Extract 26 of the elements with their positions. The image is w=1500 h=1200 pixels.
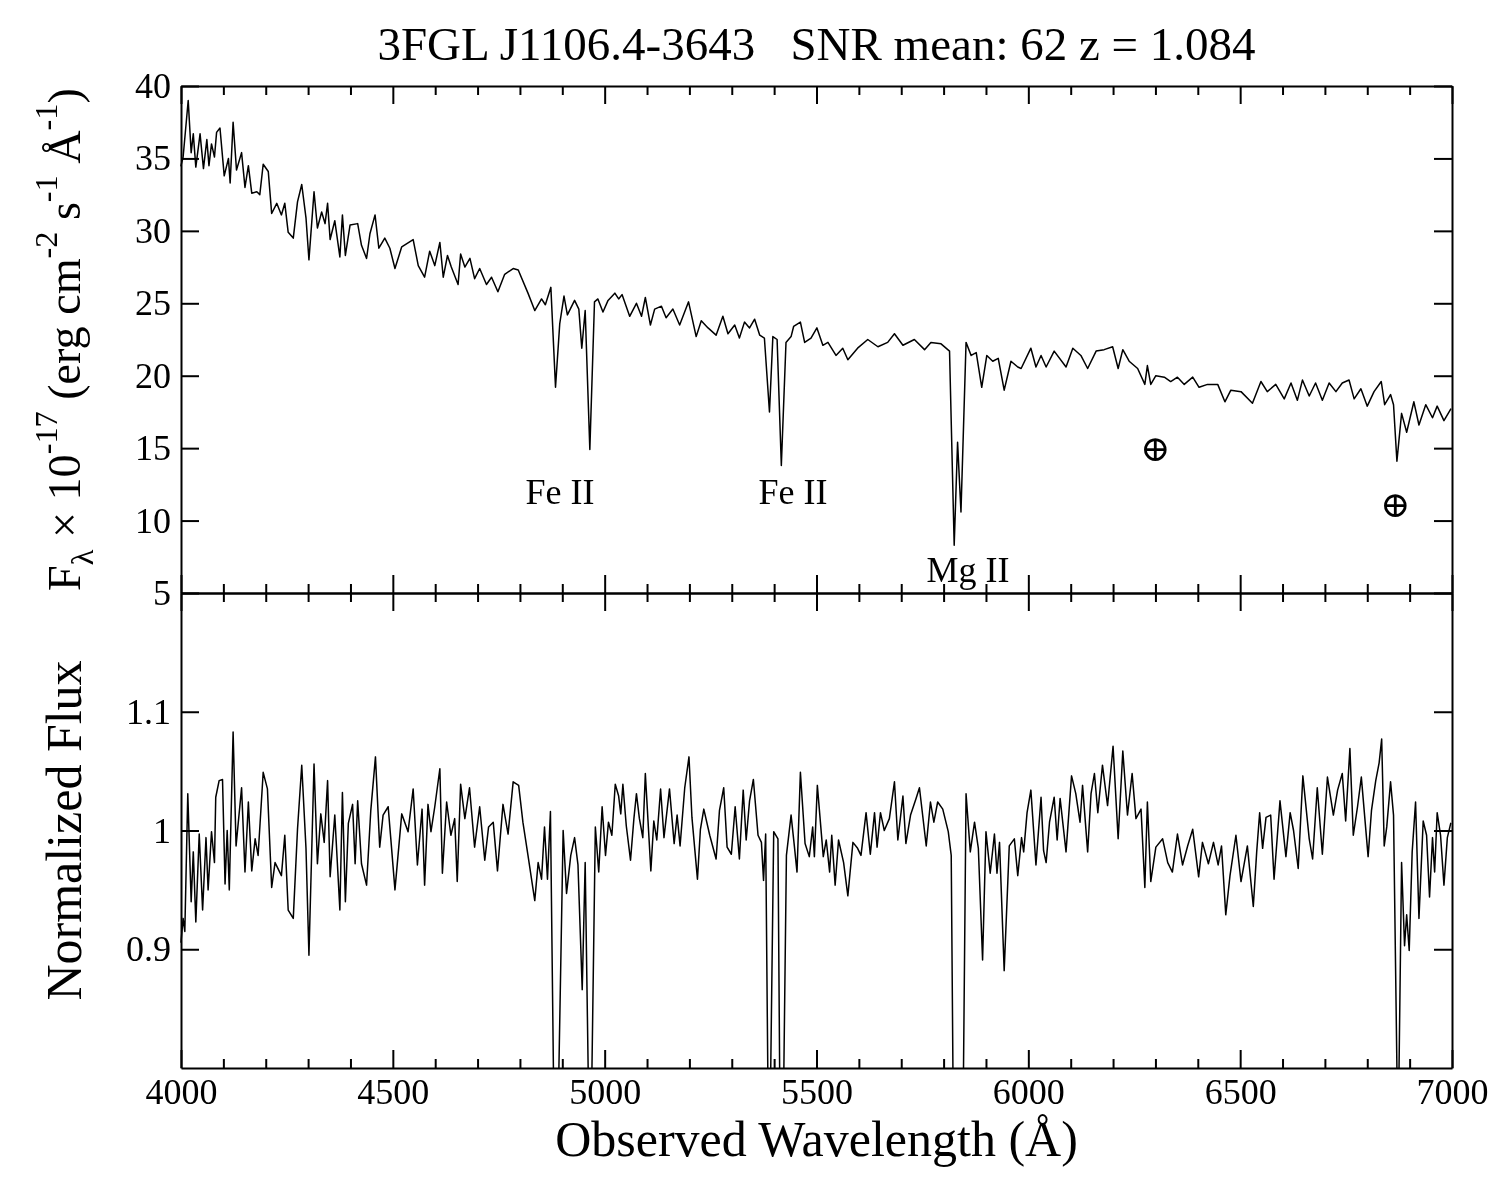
x-tick-label: 6500: [1204, 1071, 1277, 1112]
y-tick-label: 20: [135, 355, 171, 396]
y-tick-label: 10: [135, 500, 171, 541]
x-tick-label: 5500: [781, 1071, 853, 1112]
y-tick-label: 0.9: [126, 929, 171, 970]
y-tick-label: 1.1: [126, 691, 171, 732]
annotation: ⊕: [1139, 429, 1171, 469]
x-tick-label: 6000: [992, 1071, 1065, 1112]
annotation: Fe II: [525, 472, 595, 512]
y-tick-label: 40: [135, 66, 171, 107]
y-tick-label: 35: [135, 138, 171, 179]
annotation: ⊕: [1379, 485, 1411, 525]
y-tick-label: 1: [153, 810, 171, 851]
x-tick-label: 4000: [145, 1071, 218, 1112]
x-tick-label: 5000: [569, 1071, 642, 1112]
y-tick-label: 5: [153, 573, 171, 614]
x-axis-title: Observed Wavelength (Å): [555, 1111, 1078, 1167]
y-tick-label: 25: [135, 283, 171, 324]
y-axis-title: Normalized Flux: [36, 660, 92, 1001]
y-tick-label: 15: [135, 428, 171, 469]
y-tick-label: 30: [135, 210, 171, 251]
chart-title: 3FGL J1106.4-3643 SNR mean: 62 z = 1.084: [377, 18, 1256, 70]
annotation: Fe II: [758, 472, 828, 512]
x-tick-label: 4500: [357, 1071, 430, 1112]
x-tick-label: 7000: [1416, 1071, 1489, 1112]
annotation: Mg II: [926, 550, 1010, 590]
